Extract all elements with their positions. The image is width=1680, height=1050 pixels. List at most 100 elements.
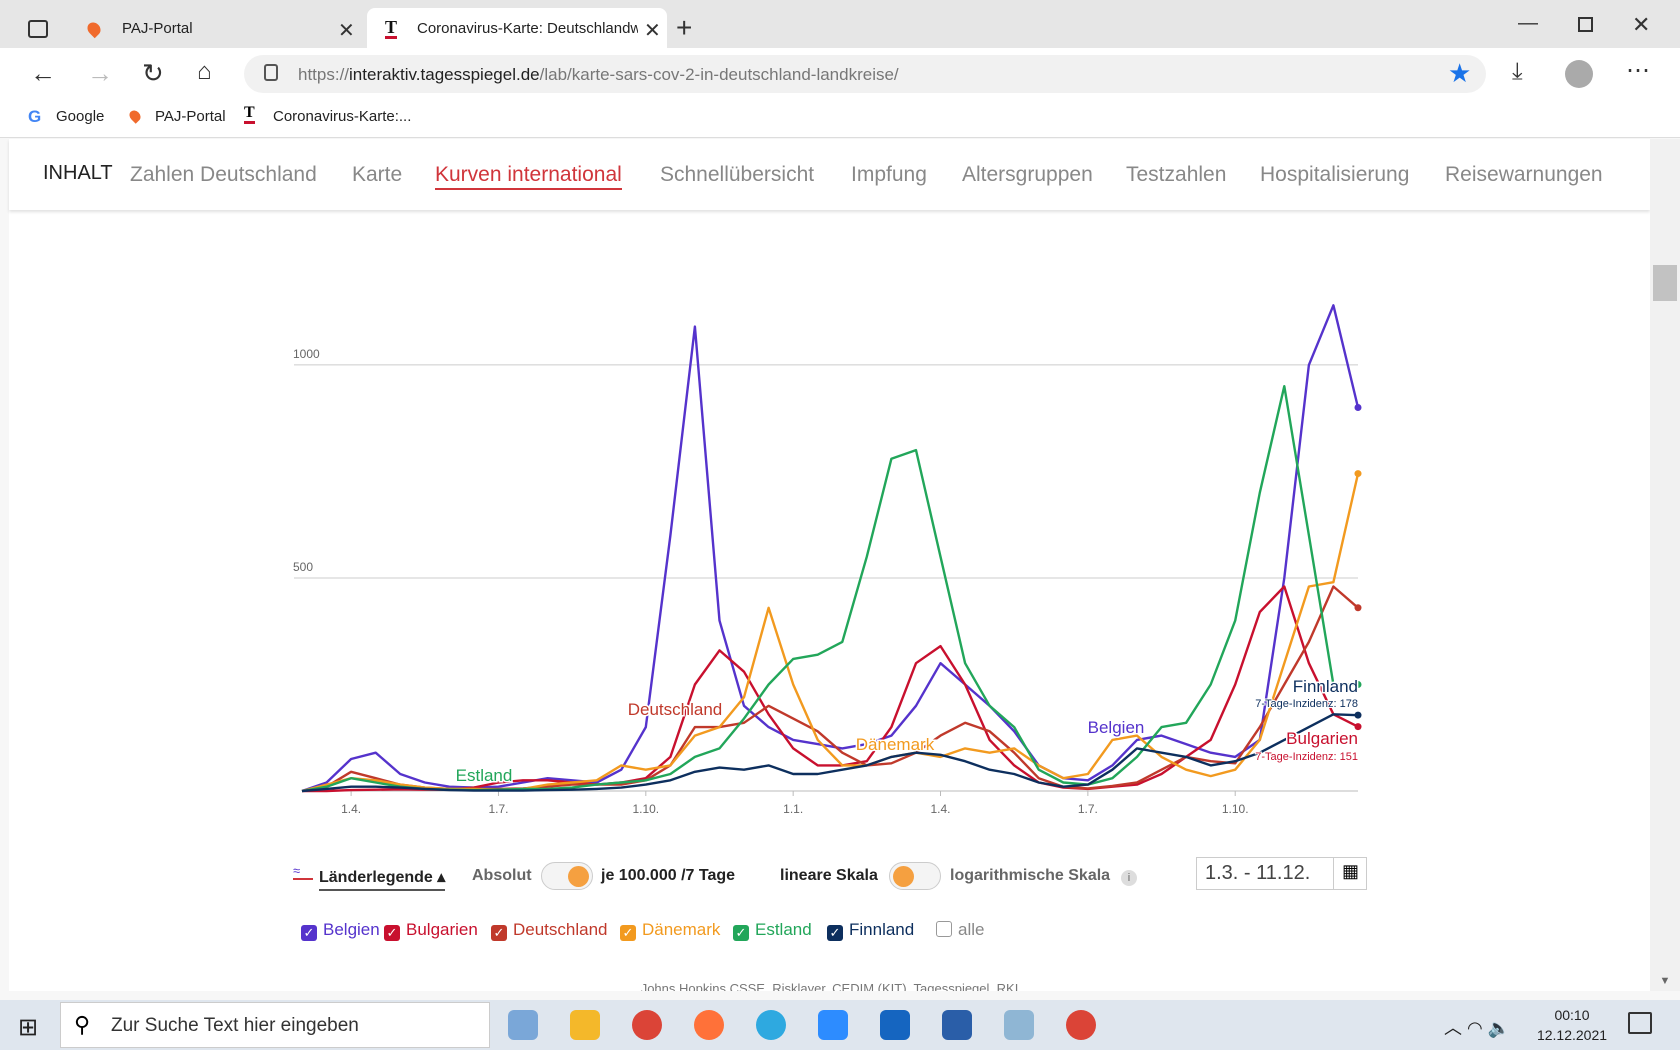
x-tick-label: 1.7. — [488, 802, 508, 816]
y-tick-label: 500 — [293, 560, 313, 574]
scale-label[interactable]: logarithmische Skala — [950, 867, 1111, 884]
series-line — [301, 713, 1359, 793]
nav-item[interactable]: Zahlen Deutschland — [130, 163, 317, 186]
tab-title: Coronavirus-Karte: Deutschlandw — [417, 20, 642, 37]
notifications[interactable] — [1628, 1012, 1652, 1034]
tab-actions[interactable] — [28, 20, 48, 38]
bookmarks-bar — [0, 98, 1680, 138]
end-dot — [1354, 680, 1362, 688]
mode-toggle[interactable] — [541, 862, 593, 890]
info-icon[interactable]: i — [1121, 870, 1137, 886]
legend-toggle[interactable]: Länderlegende ▴ — [319, 867, 446, 891]
legend-item[interactable]: ✓ Belgien — [301, 920, 380, 941]
nav-item[interactable]: Karte — [352, 163, 403, 186]
profile[interactable] — [1565, 60, 1593, 88]
minimize[interactable]: — — [1518, 12, 1538, 34]
menu[interactable]: ⋯ — [1626, 57, 1650, 84]
legend-item[interactable]: ✓ Dänemark — [620, 920, 720, 941]
search-icon: ⚲ — [74, 1012, 91, 1037]
app-icon[interactable] — [1004, 1010, 1034, 1040]
legend-item[interactable]: ✓ Finnland — [827, 920, 914, 941]
bookmark[interactable]: Coronavirus-Karte:... — [273, 108, 412, 125]
date-range[interactable]: 1.3. - 11.12. — [1196, 857, 1367, 890]
legend-item[interactable]: ✓ Bulgarien — [384, 920, 478, 941]
lock-icon[interactable] — [264, 64, 278, 81]
nav-item[interactable]: Testzahlen — [1126, 163, 1227, 186]
checkbox[interactable]: ✓ — [733, 925, 749, 941]
app-icon[interactable] — [756, 1010, 786, 1040]
series-label: Dänemark — [856, 735, 935, 754]
legend-item[interactable]: ✓ Estland — [733, 920, 812, 941]
series-line — [301, 385, 1358, 793]
tab[interactable]: PAJ-Portal — [72, 8, 362, 48]
chart: 500 1000 1.4. 1.7. 1.10. 1.1. 1.4. 1.7. 1.10. Bel… — [293, 304, 1362, 816]
app-icon[interactable] — [942, 1010, 972, 1040]
app-icon[interactable] — [508, 1010, 538, 1040]
tab-close[interactable]: ✕ — [638, 18, 661, 43]
series-label: Finnland — [1293, 677, 1358, 696]
nav-item[interactable]: Altersgruppen — [962, 163, 1093, 186]
nav-item[interactable]: Schnellübersicht — [660, 163, 815, 186]
legend-label: Estland — [755, 920, 812, 939]
scroll-thumb[interactable] — [1653, 265, 1677, 301]
app-icon[interactable] — [632, 1010, 662, 1040]
nav-item[interactable]: Impfung — [851, 163, 927, 186]
home[interactable]: ⌂ — [197, 58, 212, 85]
app-icon[interactable] — [880, 1010, 910, 1040]
close-window[interactable]: ✕ — [1632, 12, 1651, 37]
x-tick-label: 1.4. — [931, 802, 951, 816]
date-range-text: 1.3. - 11.12. — [1205, 862, 1311, 884]
legend-label: Dänemark — [642, 920, 721, 939]
app-icon[interactable] — [694, 1010, 724, 1040]
legend-item[interactable]: ✓ Deutschland — [491, 920, 608, 941]
address-bar[interactable]: https://interaktiv.tagesspiegel.de/lab/k… — [244, 55, 1486, 93]
checkbox[interactable] — [936, 921, 952, 937]
downloads[interactable]: ⤓ — [1512, 58, 1523, 85]
back[interactable]: ← — [30, 58, 56, 88]
nav-label: INHALT — [43, 162, 113, 184]
bookmark[interactable]: PAJ-Portal — [155, 108, 226, 125]
source: Johns Hopkins CSSE, Risklayer, CEDIM (KI… — [640, 981, 1019, 991]
series-label: Deutschland — [628, 700, 723, 719]
maximize[interactable] — [1578, 17, 1593, 32]
x-tick-label: 1.10. — [632, 802, 659, 816]
nav-item-active[interactable]: Kurven international — [435, 163, 622, 190]
scale-toggle[interactable] — [889, 862, 941, 890]
tab-active[interactable]: Coronavirus-Karte: Deutschlandw — [367, 8, 667, 48]
mode-label[interactable]: je 100.000 /7 Tage — [601, 867, 736, 884]
clock[interactable]: 00:10 12.12.2021 — [1536, 1005, 1608, 1045]
search-placeholder: Zur Suche Text hier eingeben — [111, 1015, 359, 1036]
tray-icons[interactable]: ︿ ◠ 🔈 — [1444, 1018, 1511, 1038]
scroll-down[interactable]: ▼ — [1659, 975, 1671, 987]
calendar-button[interactable]: ▦ — [1333, 857, 1367, 890]
app-icon[interactable] — [818, 1010, 848, 1040]
legend-toggle-label: Länderlegende — [319, 869, 433, 886]
scale-label[interactable]: lineare Skala — [780, 867, 878, 884]
checkbox[interactable]: ✓ — [491, 925, 507, 941]
reload[interactable]: ↻ — [142, 58, 164, 88]
start-button[interactable]: ⊞ — [18, 1014, 39, 1041]
legend-all[interactable]: alle — [936, 920, 984, 940]
end-dot — [1354, 723, 1362, 731]
checkbox[interactable]: ✓ — [620, 925, 636, 941]
forward[interactable]: → — [87, 58, 113, 88]
scrollbar[interactable] — [1650, 139, 1680, 991]
checkbox[interactable]: ✓ — [384, 925, 400, 941]
x-tick-label: 1.10. — [1222, 802, 1249, 816]
favorite-star[interactable]: ★ — [1448, 58, 1472, 88]
mode-label[interactable]: Absolut — [472, 867, 532, 884]
tab-close[interactable]: ✕ — [338, 20, 355, 42]
search-box[interactable]: Zur Suche Text hier eingeben — [60, 1002, 490, 1048]
nav-item[interactable]: Hospitalisierung — [1260, 163, 1410, 186]
series-label: Estland — [456, 766, 513, 785]
checkbox[interactable]: ✓ — [827, 925, 843, 941]
legend-icon: ≈ — [293, 864, 313, 880]
app-icon[interactable] — [570, 1010, 600, 1040]
checkbox[interactable]: ✓ — [301, 925, 317, 941]
end-dot — [1354, 470, 1362, 478]
app-icon[interactable] — [1066, 1010, 1096, 1040]
bookmark[interactable]: Google — [56, 108, 105, 125]
favicon: T — [244, 105, 255, 124]
new-tab[interactable]: + — [676, 12, 693, 43]
nav-item[interactable]: Reisewarnungen — [1445, 163, 1603, 186]
